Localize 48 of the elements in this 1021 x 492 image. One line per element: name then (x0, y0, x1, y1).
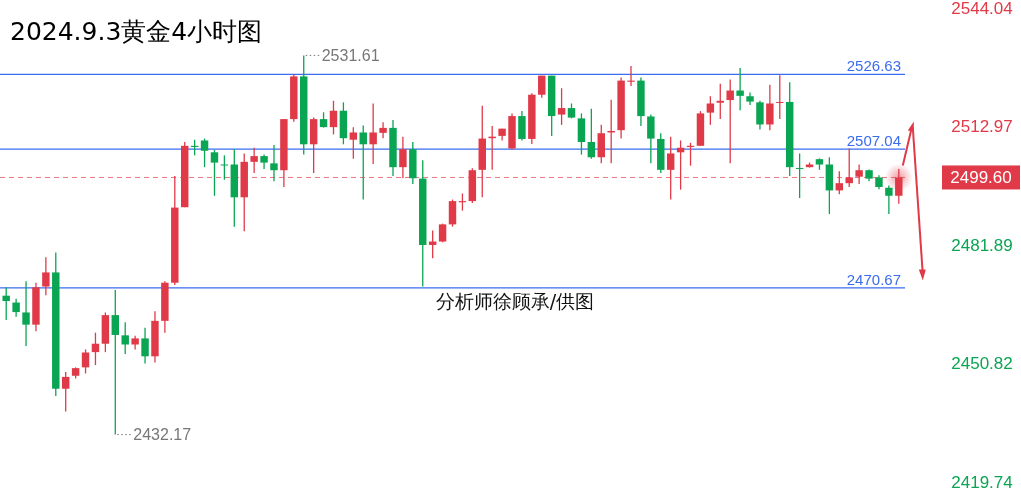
candlestick (111, 289, 120, 436)
candlestick (756, 100, 764, 131)
annotation: 分析师徐顾承/供图 (435, 290, 595, 312)
candlestick (885, 184, 893, 215)
ref-line-label: 2470.67 (846, 270, 901, 288)
chart-title: 2024.9.3黄金4小时图 (10, 17, 263, 46)
candlestick (250, 147, 258, 174)
candlestick (200, 137, 209, 168)
ref-line-label: 2526.63 (846, 57, 901, 75)
candlestick (359, 124, 367, 201)
candlestick (845, 147, 853, 188)
candlestick (766, 84, 774, 131)
candlestick (706, 95, 715, 126)
annotation: 2432.17 (133, 426, 192, 444)
candlestick (726, 78, 734, 165)
candlestick (42, 256, 50, 296)
candlestick (220, 154, 229, 181)
candlestick (329, 100, 338, 136)
candlestick (22, 280, 30, 347)
candlestick (587, 108, 596, 160)
candlestick (369, 102, 377, 165)
candlestick (121, 321, 129, 355)
candlestick (647, 113, 655, 165)
y-tick-label: 2419.74 (951, 472, 1013, 492)
candlestick (379, 121, 387, 139)
candlestick (716, 83, 724, 120)
candlestick (91, 332, 100, 366)
y-tick-label: 2544.04 (951, 0, 1013, 18)
candlestick (81, 348, 90, 375)
candlestick (577, 112, 586, 156)
candlestick (736, 67, 744, 111)
candlestick (61, 371, 70, 413)
candlestick (270, 144, 278, 182)
candlestick (349, 126, 358, 160)
candlestick (141, 327, 149, 365)
y-tick-label: 2481.89 (951, 235, 1013, 255)
y-tick-label: 2450.82 (951, 354, 1013, 374)
candlestick (518, 110, 526, 142)
annotation: 2531.61 (321, 47, 380, 64)
ref-line-label: 2507.04 (846, 132, 901, 150)
candlestick (210, 149, 219, 197)
candlestick (795, 152, 804, 199)
candlestick (2, 286, 10, 321)
y-tick-label: 2512.97 (951, 117, 1013, 137)
candlestick (776, 74, 784, 120)
candlestick (448, 198, 457, 228)
ref-line-label: 2499.60 (950, 168, 1012, 188)
candlestick (557, 87, 566, 126)
